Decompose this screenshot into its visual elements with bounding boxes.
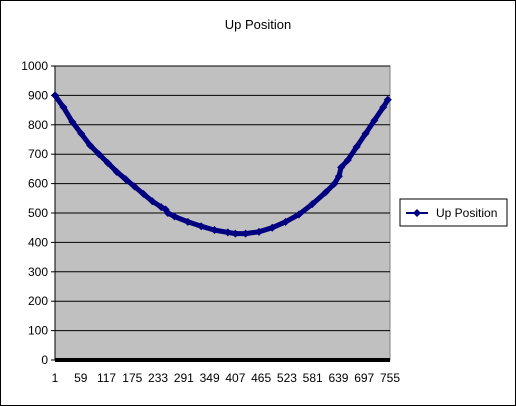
data-point-marker <box>330 179 339 188</box>
data-point-marker <box>223 228 232 237</box>
data-point-marker <box>121 175 130 184</box>
data-point-marker <box>148 197 157 206</box>
data-point-marker <box>77 129 86 138</box>
y-tick-label: 900 <box>28 88 48 102</box>
data-point-marker <box>254 227 263 236</box>
data-point-marker <box>334 172 343 181</box>
x-tick-label: 291 <box>174 371 194 385</box>
x-tick-label: 349 <box>200 371 220 385</box>
legend-label: Up Position <box>436 206 497 220</box>
legend: Up Position <box>399 198 508 227</box>
y-tick-label: 1000 <box>21 59 48 73</box>
data-point-marker <box>103 159 112 168</box>
data-point-marker <box>59 103 68 112</box>
y-tick-label: 400 <box>28 235 48 249</box>
series-up-position <box>51 91 392 238</box>
data-point-marker <box>370 116 379 125</box>
data-point-marker <box>170 212 179 221</box>
data-point-marker <box>231 229 240 238</box>
x-tick-label: 523 <box>277 371 297 385</box>
data-point-marker <box>210 226 219 235</box>
y-tick-label: 300 <box>28 265 48 279</box>
x-tick-label: 175 <box>122 371 142 385</box>
x-tick-label: 697 <box>354 371 374 385</box>
x-tick-label: 1 <box>52 371 59 385</box>
y-tick-label: 700 <box>28 147 48 161</box>
y-tick-label: 800 <box>28 118 48 132</box>
x-tick-label: 755 <box>380 371 400 385</box>
data-point-marker <box>139 189 148 198</box>
legend-diamond-marker <box>413 209 421 217</box>
x-tick-label: 465 <box>251 371 271 385</box>
x-tick-label: 59 <box>74 371 88 385</box>
data-point-marker <box>308 200 317 209</box>
data-point-marker <box>383 95 392 104</box>
data-point-marker <box>294 210 303 219</box>
data-point-marker <box>86 141 95 150</box>
data-point-marker <box>343 156 352 165</box>
y-tick-label: 200 <box>28 294 48 308</box>
data-point-marker <box>183 217 192 226</box>
data-point-marker <box>337 163 346 172</box>
y-tick-label: 100 <box>28 324 48 338</box>
x-tick-label: 407 <box>225 371 245 385</box>
data-point-marker <box>112 167 121 176</box>
data-point-marker <box>197 222 206 231</box>
y-tick-label: 0 <box>41 353 48 367</box>
y-axis-ticks: 0 100 200 300 400 500 600 700 800 900 1000 <box>21 59 56 367</box>
x-axis-ticks: 1 59 117 175 233 291 349 407 465 523 581 639 697 755 <box>52 358 400 385</box>
x-tick-label: 581 <box>303 371 323 385</box>
data-point-marker <box>379 103 388 112</box>
data-point-marker <box>281 217 290 226</box>
data-point-marker <box>94 150 103 159</box>
data-point-marker <box>51 91 59 100</box>
data-point-marker <box>352 142 361 151</box>
data-point-marker <box>321 188 330 197</box>
chart-title: Up Position <box>225 17 291 32</box>
gridlines <box>55 65 390 332</box>
y-tick-label: 600 <box>28 177 48 191</box>
data-point-marker <box>241 229 250 238</box>
x-tick-label: 639 <box>328 371 348 385</box>
data-point-marker <box>268 223 277 232</box>
x-tick-label: 117 <box>97 371 116 385</box>
data-point-marker <box>68 117 77 126</box>
y-tick-label: 500 <box>28 206 48 220</box>
data-point-marker <box>361 129 370 138</box>
data-point-marker <box>163 209 172 217</box>
x-tick-label: 233 <box>148 371 168 385</box>
data-point-marker <box>130 182 139 191</box>
